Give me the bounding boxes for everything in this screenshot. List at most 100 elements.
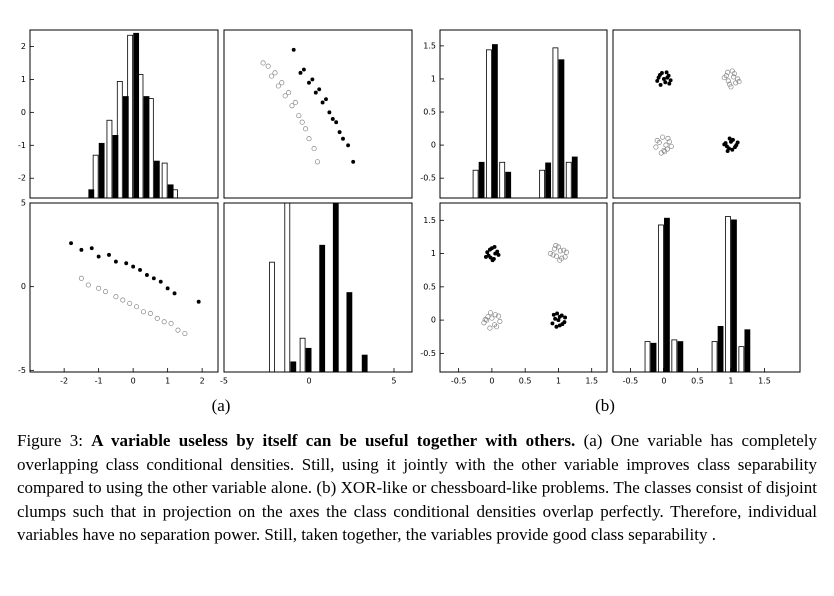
scatter-point bbox=[154, 315, 160, 322]
histogram-bar bbox=[664, 217, 670, 372]
scatter-point bbox=[555, 311, 560, 316]
scatter-point bbox=[724, 144, 729, 149]
histogram-bar bbox=[658, 224, 664, 372]
histogram-bar bbox=[725, 216, 731, 372]
scatter-point bbox=[663, 80, 668, 85]
scatter-point bbox=[306, 136, 312, 142]
scatter-point bbox=[664, 70, 669, 75]
panel-frame bbox=[439, 29, 608, 199]
scatter-point bbox=[182, 330, 188, 337]
scatter-point bbox=[341, 136, 345, 141]
scatter-point bbox=[296, 113, 302, 119]
scatter-point bbox=[487, 247, 492, 252]
x-tick-label: 0 bbox=[661, 377, 666, 386]
scatter-point bbox=[487, 325, 493, 331]
scatter-point bbox=[733, 80, 739, 86]
y-tick-label: 0 bbox=[431, 316, 436, 325]
histogram-bar bbox=[305, 347, 312, 372]
y-tick-label: -2 bbox=[18, 174, 26, 183]
scatter-point bbox=[490, 258, 495, 263]
scatter-point bbox=[557, 248, 563, 254]
panel-frame bbox=[29, 29, 219, 199]
scatter-point bbox=[151, 276, 156, 281]
scatter-point bbox=[655, 78, 660, 83]
scatter-point bbox=[668, 78, 673, 83]
scatter-point bbox=[265, 63, 271, 69]
x-tick-label: 1 bbox=[165, 377, 170, 386]
scatter-point bbox=[736, 79, 742, 85]
scatter-point bbox=[493, 251, 498, 256]
scatter-point bbox=[138, 267, 142, 272]
histogram-bar bbox=[98, 142, 105, 198]
scatter-point bbox=[665, 75, 670, 80]
x-tick-label: -2 bbox=[60, 377, 68, 386]
histogram-bar bbox=[112, 135, 119, 198]
histogram-bar bbox=[644, 341, 651, 372]
x-tick-label: 0.5 bbox=[691, 377, 704, 386]
scatter-point bbox=[324, 97, 328, 102]
scatter-point bbox=[735, 76, 741, 82]
y-tick-label: 0 bbox=[21, 282, 26, 291]
scatter-point bbox=[553, 316, 558, 321]
histogram-bar bbox=[361, 354, 368, 372]
panel-frame bbox=[29, 202, 219, 373]
scatter-point bbox=[289, 103, 295, 109]
scatter-point bbox=[556, 318, 561, 323]
y-tick-label: 0.5 bbox=[423, 108, 436, 117]
y-tick-label: 0.5 bbox=[423, 282, 436, 291]
histogram-bar bbox=[565, 161, 572, 198]
scatter-point bbox=[551, 312, 556, 317]
scatter-point bbox=[282, 93, 288, 99]
scatter-point bbox=[327, 110, 332, 115]
scatter-point bbox=[260, 60, 266, 66]
scatter-point bbox=[144, 273, 149, 277]
scatter-point bbox=[78, 275, 84, 281]
x-tick-label: 0 bbox=[131, 377, 136, 386]
scatter-point bbox=[563, 315, 568, 320]
panel-frame bbox=[612, 202, 801, 373]
scatter-point bbox=[275, 83, 281, 89]
histogram-bar bbox=[671, 339, 678, 372]
scatter-point bbox=[660, 134, 666, 140]
scatter-point bbox=[299, 119, 305, 125]
x-tick-label: 1 bbox=[728, 377, 733, 386]
scatter-point bbox=[147, 310, 153, 316]
histogram-bar bbox=[711, 341, 718, 372]
scatter-point bbox=[550, 252, 556, 258]
scatter-point bbox=[298, 70, 303, 75]
histogram-bar bbox=[539, 169, 546, 198]
scatter-point bbox=[307, 80, 311, 85]
histogram-bar bbox=[485, 49, 492, 198]
scatter-point bbox=[483, 254, 488, 259]
scatter-point bbox=[320, 100, 325, 105]
scatter-point bbox=[291, 47, 296, 52]
scatter-point bbox=[79, 247, 84, 252]
subfigure-label: (b) bbox=[595, 396, 615, 415]
scatter-point bbox=[725, 149, 730, 153]
scatter-point bbox=[301, 67, 306, 72]
subfigure-label: (a) bbox=[212, 396, 231, 415]
scatter-point bbox=[494, 324, 500, 330]
scatter-point bbox=[662, 149, 668, 155]
histogram-bar bbox=[499, 161, 506, 198]
scatter-point bbox=[303, 126, 309, 132]
scatter-point bbox=[666, 139, 672, 145]
scatter-point bbox=[722, 142, 727, 147]
x-tick-label: 1.5 bbox=[585, 377, 598, 386]
scatter-point bbox=[168, 320, 174, 327]
histogram-bar bbox=[505, 171, 512, 198]
scatter-point bbox=[661, 76, 666, 81]
scatter-point bbox=[124, 261, 129, 266]
caption-text: (a) One variable has completely overlapp… bbox=[17, 431, 818, 544]
x-tick-label: 1 bbox=[556, 377, 561, 386]
histogram-bar bbox=[122, 96, 129, 198]
scatter-point bbox=[729, 68, 735, 74]
scatter-point bbox=[313, 90, 318, 95]
scatter-point bbox=[96, 285, 102, 291]
histogram-bar bbox=[545, 162, 552, 198]
histogram-bar bbox=[290, 361, 297, 372]
scatter-point bbox=[731, 74, 737, 80]
scatter-point bbox=[279, 80, 285, 86]
y-tick-label: 0 bbox=[431, 141, 436, 150]
